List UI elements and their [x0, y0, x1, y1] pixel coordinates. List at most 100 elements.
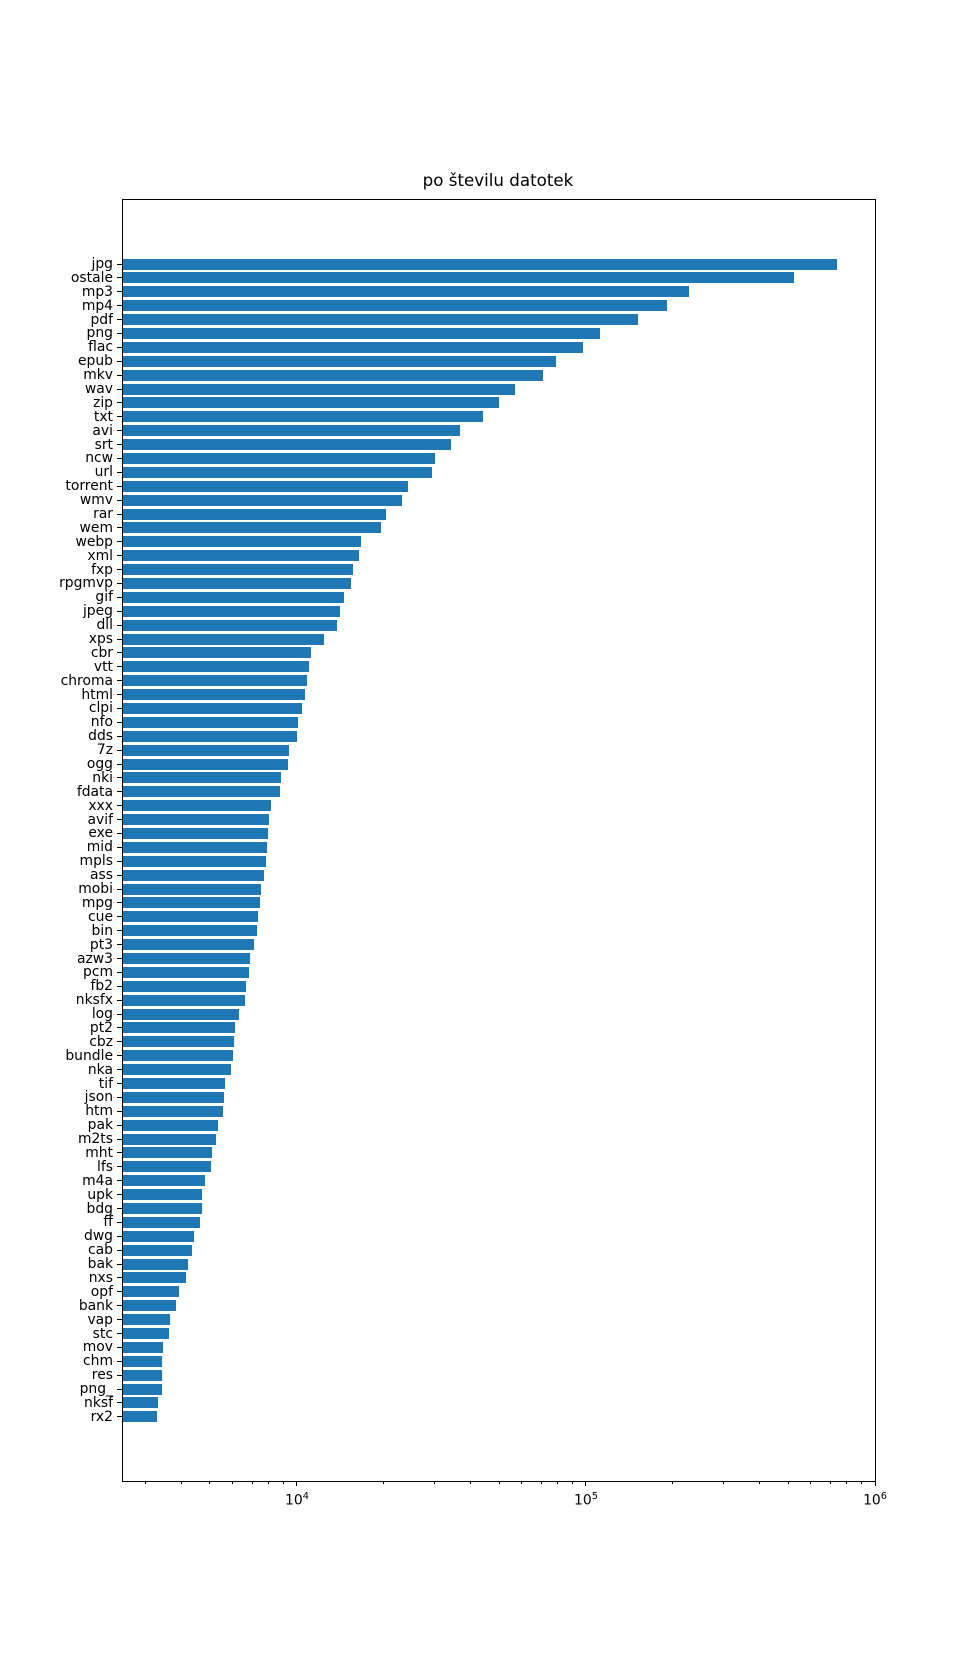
y-tick — [117, 1235, 122, 1237]
bar — [123, 1230, 194, 1242]
bar — [123, 1147, 213, 1159]
y-tick — [117, 485, 122, 487]
x-minor-tick — [759, 1481, 761, 1484]
bar — [123, 1203, 202, 1215]
bar — [123, 466, 432, 478]
y-tick-label: nfo — [90, 714, 113, 731]
x-minor-tick — [829, 1481, 831, 1484]
bar — [123, 369, 543, 381]
y-tick — [117, 499, 122, 501]
y-tick — [117, 277, 122, 279]
y-tick — [117, 707, 122, 709]
y-tick — [117, 1194, 122, 1196]
x-minor-tick — [209, 1481, 211, 1484]
bar — [123, 1286, 179, 1298]
bar — [123, 1300, 177, 1312]
y-tick — [117, 1152, 122, 1154]
x-minor-tick — [268, 1481, 270, 1484]
y-tick — [117, 444, 122, 446]
bar — [123, 1036, 234, 1048]
bar — [123, 508, 386, 520]
y-tick — [117, 985, 122, 987]
y-tick-label: cbz — [89, 1033, 113, 1050]
y-tick-label: mov — [82, 1339, 113, 1356]
y-tick — [117, 638, 122, 640]
bar — [123, 633, 324, 645]
y-tick — [117, 471, 122, 473]
bar — [123, 425, 460, 437]
y-tick-label: bak — [87, 1256, 113, 1273]
y-tick-label: 7z — [96, 742, 113, 759]
bar — [123, 1244, 192, 1256]
y-tick — [117, 291, 122, 293]
bar — [123, 494, 402, 506]
y-tick — [117, 513, 122, 515]
bar — [123, 480, 409, 492]
x-tick-label-base: 10 — [285, 1492, 303, 1509]
bar — [123, 1008, 239, 1020]
y-tick — [117, 888, 122, 890]
bar — [123, 1369, 162, 1381]
bar — [123, 994, 245, 1006]
bar — [123, 577, 352, 589]
bar — [123, 397, 499, 409]
x-minor-tick — [846, 1481, 848, 1484]
bar — [123, 827, 269, 839]
bar — [123, 661, 309, 673]
y-tick — [117, 1388, 122, 1390]
x-tick-label: 104 — [267, 1489, 327, 1509]
y-tick-label: mpg — [81, 894, 113, 911]
y-tick-label: bank — [78, 1297, 113, 1314]
bar — [123, 675, 307, 687]
y-tick-label: png — [86, 325, 113, 342]
bar — [123, 258, 838, 270]
y-tick — [117, 666, 122, 668]
y-tick-label: vtt — [93, 658, 113, 675]
x-minor-tick — [434, 1481, 436, 1484]
bar — [123, 702, 302, 714]
y-tick — [117, 999, 122, 1001]
x-minor-tick — [521, 1481, 523, 1484]
y-tick — [117, 374, 122, 376]
y-tick-label: m4a — [82, 1172, 113, 1189]
y-tick — [117, 680, 122, 682]
bar — [123, 605, 341, 617]
bar — [123, 1355, 163, 1367]
x-tick-label-base: 10 — [863, 1492, 881, 1509]
y-tick-label: png_ — [79, 1381, 113, 1398]
x-minor-tick — [672, 1481, 674, 1484]
bar — [123, 1189, 203, 1201]
y-tick-label: ff — [103, 1214, 113, 1231]
x-minor-tick — [861, 1481, 863, 1484]
x-tick-label: 106 — [845, 1489, 905, 1509]
y-tick — [117, 944, 122, 946]
y-tick-label: nksf — [84, 1394, 113, 1411]
x-minor-tick — [383, 1481, 385, 1484]
bar — [123, 897, 261, 909]
y-tick — [117, 846, 122, 848]
x-tick-label-exponent: 4 — [302, 1491, 309, 1502]
y-tick — [117, 735, 122, 737]
y-tick — [117, 1291, 122, 1293]
y-tick-label: mkv — [83, 367, 113, 384]
y-tick — [117, 721, 122, 723]
bar — [123, 1397, 159, 1409]
y-tick-label: chm — [83, 1353, 113, 1370]
y-tick — [117, 1055, 122, 1057]
bar — [123, 716, 299, 728]
x-minor-tick — [283, 1481, 285, 1484]
y-tick-label: mid — [86, 839, 113, 856]
y-tick-label: mp4 — [81, 297, 113, 314]
bar — [123, 980, 246, 992]
bar — [123, 1105, 224, 1117]
bar — [123, 925, 258, 937]
y-tick-label: clpi — [88, 700, 113, 717]
y-tick-label: htm — [85, 1103, 113, 1120]
bar — [123, 522, 381, 534]
bar — [123, 966, 249, 978]
y-tick — [117, 860, 122, 862]
y-tick-label: bdg — [86, 1200, 113, 1217]
y-tick — [117, 624, 122, 626]
y-tick — [117, 332, 122, 334]
bar — [123, 1272, 186, 1284]
